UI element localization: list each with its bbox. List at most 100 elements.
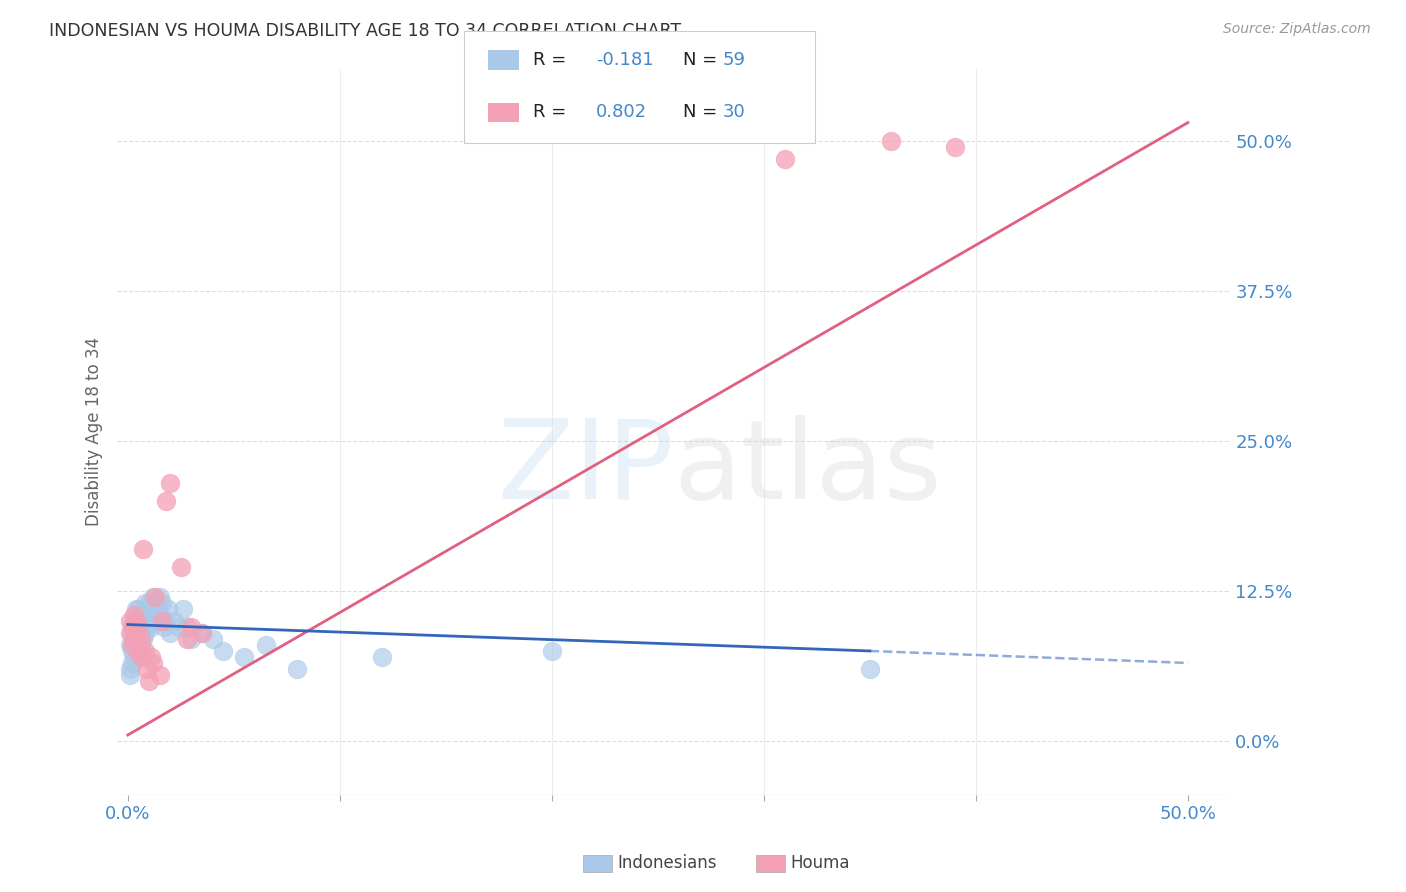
Point — [121, 638, 143, 652]
Point — [129, 632, 152, 646]
Point — [143, 590, 166, 604]
Point — [163, 614, 186, 628]
Point — [131, 607, 153, 622]
Point — [149, 590, 172, 604]
Point — [212, 644, 235, 658]
Point — [880, 134, 903, 148]
Point — [139, 620, 162, 634]
Point — [254, 638, 277, 652]
Point — [127, 632, 149, 646]
Point — [155, 493, 177, 508]
Point — [125, 602, 148, 616]
Point — [139, 650, 162, 665]
Point — [176, 620, 198, 634]
Text: Source: ZipAtlas.com: Source: ZipAtlas.com — [1223, 22, 1371, 37]
Point — [142, 656, 165, 670]
Point — [135, 602, 157, 616]
Point — [131, 620, 153, 634]
Point — [142, 607, 165, 622]
Text: R =: R = — [533, 51, 572, 69]
Point — [122, 632, 145, 646]
Text: INDONESIAN VS HOUMA DISABILITY AGE 18 TO 34 CORRELATION CHART: INDONESIAN VS HOUMA DISABILITY AGE 18 TO… — [49, 22, 682, 40]
Text: Houma: Houma — [790, 855, 849, 872]
Point — [138, 596, 160, 610]
Point — [131, 541, 153, 556]
Point — [134, 596, 156, 610]
Point — [859, 662, 882, 676]
Point — [129, 638, 152, 652]
Point — [176, 632, 198, 646]
Text: 30: 30 — [723, 103, 745, 121]
Point — [121, 620, 143, 634]
Point — [943, 139, 966, 153]
Point — [134, 614, 156, 628]
Text: Indonesians: Indonesians — [617, 855, 717, 872]
Point — [122, 620, 145, 634]
Point — [180, 632, 202, 646]
Point — [134, 644, 156, 658]
Point — [191, 626, 214, 640]
Point — [125, 614, 148, 628]
Point — [125, 638, 148, 652]
Y-axis label: Disability Age 18 to 34: Disability Age 18 to 34 — [86, 337, 103, 526]
Point — [121, 626, 143, 640]
Point — [287, 662, 309, 676]
Point — [191, 626, 214, 640]
Point — [129, 626, 152, 640]
Point — [142, 590, 165, 604]
Point — [159, 475, 181, 490]
Point — [122, 607, 145, 622]
Point — [167, 620, 190, 634]
Point — [118, 668, 141, 682]
Text: ZIP: ZIP — [498, 415, 673, 522]
Point — [233, 650, 256, 665]
Text: R =: R = — [533, 103, 572, 121]
Point — [180, 620, 202, 634]
Point — [150, 596, 173, 610]
Text: 0.802: 0.802 — [596, 103, 647, 121]
Point — [139, 602, 162, 616]
Point — [118, 662, 141, 676]
Point — [138, 614, 160, 628]
Point — [122, 614, 145, 628]
Point — [146, 602, 169, 616]
Point — [118, 638, 141, 652]
Point — [159, 626, 181, 640]
Text: -0.181: -0.181 — [596, 51, 654, 69]
Point — [127, 602, 149, 616]
Point — [150, 614, 173, 628]
Point — [127, 620, 149, 634]
Text: N =: N = — [683, 51, 723, 69]
Point — [127, 644, 149, 658]
Point — [135, 620, 157, 634]
Point — [118, 614, 141, 628]
Text: N =: N = — [683, 103, 723, 121]
Point — [157, 602, 180, 616]
Point — [172, 602, 194, 616]
Point — [201, 632, 224, 646]
Point — [122, 650, 145, 665]
Point — [121, 656, 143, 670]
Point — [170, 560, 193, 574]
Point — [121, 638, 143, 652]
Point — [127, 620, 149, 634]
Point — [125, 614, 148, 628]
Point — [127, 644, 149, 658]
Point — [143, 614, 166, 628]
Point — [135, 662, 157, 676]
Point — [125, 626, 148, 640]
Point — [129, 650, 152, 665]
Text: atlas: atlas — [673, 415, 942, 522]
Point — [149, 607, 172, 622]
Point — [122, 632, 145, 646]
Text: 59: 59 — [723, 51, 745, 69]
Point — [129, 607, 152, 622]
Point — [149, 668, 172, 682]
Point — [134, 626, 156, 640]
Point — [155, 614, 177, 628]
Point — [773, 152, 796, 166]
Point — [121, 644, 143, 658]
Point — [118, 626, 141, 640]
Point — [153, 620, 176, 634]
Point — [371, 650, 394, 665]
